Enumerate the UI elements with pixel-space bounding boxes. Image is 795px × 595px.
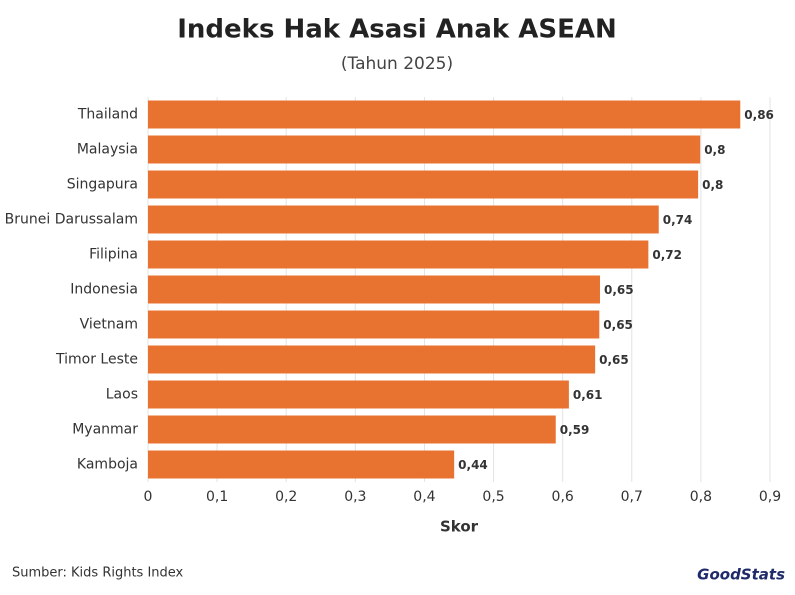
y-tick-label: Myanmar — [72, 422, 138, 438]
x-tick-label: 0,8 — [690, 489, 712, 505]
x-axis-title: Skor — [440, 518, 479, 536]
value-label: 0,59 — [560, 423, 590, 437]
x-tick-label: 0,3 — [344, 489, 366, 505]
y-tick-label: Indonesia — [70, 282, 138, 298]
value-label: 0,86 — [744, 108, 774, 122]
x-tick-label: 0,7 — [621, 489, 643, 505]
bar — [148, 240, 649, 269]
y-tick-label: Kamboja — [77, 457, 138, 473]
chart-title: Indeks Hak Asasi Anak ASEAN — [177, 15, 617, 45]
value-label: 0,72 — [652, 248, 682, 262]
y-tick-label: Brunei Darussalam — [5, 212, 138, 228]
bar — [148, 415, 556, 444]
x-tick-label: 0 — [144, 489, 153, 505]
bar — [148, 310, 600, 339]
bar — [148, 170, 699, 199]
bar — [148, 275, 600, 304]
bar — [148, 135, 701, 164]
x-tick-label: 0,6 — [552, 489, 574, 505]
brand-logo: GoodStats — [697, 566, 785, 584]
value-label: 0,8 — [704, 143, 725, 157]
value-label: 0,44 — [458, 458, 488, 472]
source: Sumber: Kids Rights Index — [12, 566, 184, 581]
y-tick-label: Timor Leste — [55, 352, 138, 368]
bar — [148, 205, 659, 234]
x-tick-label: 0,9 — [759, 489, 781, 505]
chart-subtitle: (Tahun 2025) — [341, 54, 453, 74]
x-tick-label: 0,5 — [482, 489, 504, 505]
y-tick-label: Filipina — [89, 247, 138, 263]
x-tick-label: 0,1 — [206, 489, 228, 505]
y-tick-label: Thailand — [77, 107, 138, 123]
y-tick-label: Malaysia — [77, 142, 138, 158]
y-tick-label: Laos — [106, 387, 138, 403]
x-tick-label: 0,4 — [413, 489, 435, 505]
bar — [148, 450, 455, 479]
value-label: 0,8 — [702, 178, 723, 192]
bar — [148, 380, 569, 409]
value-label: 0,74 — [663, 213, 693, 227]
bar — [148, 345, 596, 374]
value-label: 0,65 — [599, 353, 629, 367]
value-label: 0,61 — [573, 388, 603, 402]
value-label: 0,65 — [604, 283, 634, 297]
bar — [148, 100, 741, 129]
y-tick-label: Vietnam — [80, 317, 138, 333]
value-label: 0,65 — [603, 318, 633, 332]
x-tick-label: 0,2 — [275, 489, 297, 505]
y-tick-label: Singapura — [67, 177, 138, 193]
